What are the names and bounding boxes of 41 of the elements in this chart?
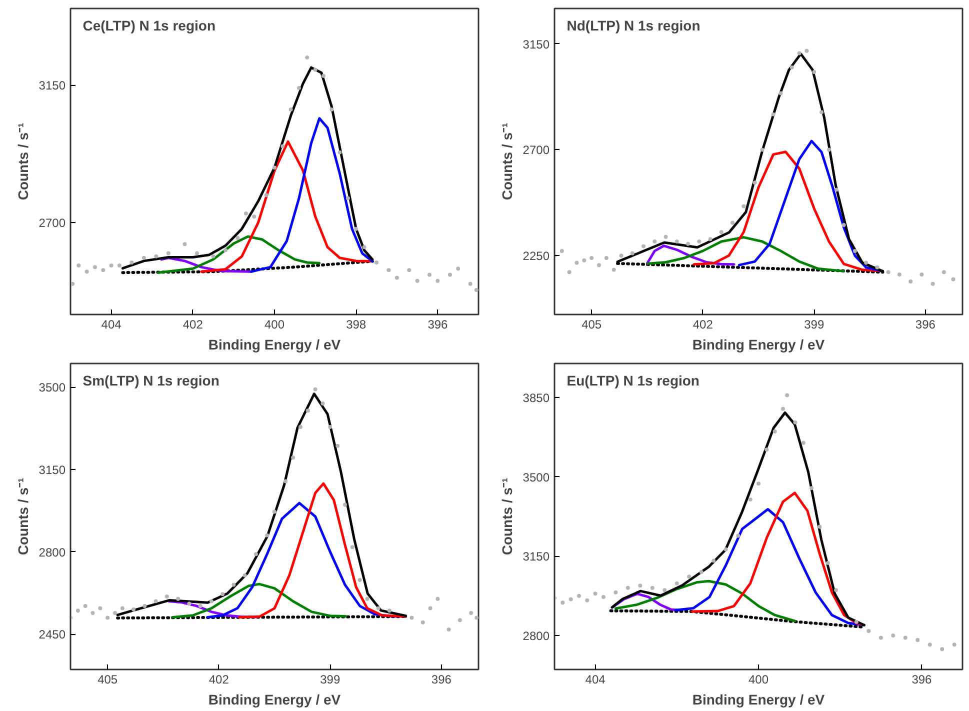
x-tick-label: 400	[748, 672, 769, 686]
x-tick-label: 396	[428, 318, 448, 332]
x-tick-label: 404	[585, 672, 606, 686]
x-tick-label: 399	[804, 318, 824, 332]
y-tick-label: 3850	[522, 391, 550, 405]
y-tick-label: 3150	[522, 550, 550, 564]
text: Eu(LTP) N 1s region	[566, 372, 700, 389]
y-tick-label: 3150	[38, 462, 66, 477]
x-tick-label: 402	[692, 318, 714, 332]
x-tick-label: 399	[320, 672, 340, 686]
y-tick-label: 3500	[522, 470, 550, 484]
x-axis-title: Binding Energy / eV	[692, 336, 826, 352]
x-axis-title: Binding Energy / eV	[208, 692, 342, 708]
x-tick-label: 396	[912, 672, 932, 686]
y-tick-label: 3500	[38, 380, 66, 395]
y-axis-title: Counts / s⁻¹	[14, 122, 31, 200]
x-tick-label: 396	[431, 672, 452, 686]
x-tick-label: 396	[915, 318, 936, 332]
x-tick-label: 398	[346, 318, 366, 332]
y-tick-label: 2450	[38, 628, 66, 642]
x-axis-title: Binding Energy / eV	[692, 692, 826, 708]
y-tick-label: 2800	[38, 545, 66, 560]
y-tick-label: 2700	[522, 143, 550, 158]
text: Ce(LTP) N 1s region	[82, 18, 216, 34]
y-tick-label: 2250	[522, 249, 550, 264]
y-tick-label: 3150	[522, 37, 550, 52]
y-axis-title: Counts / s⁻¹	[498, 477, 515, 556]
y-tick-label: 3150	[38, 78, 66, 92]
x-tick-label: 405	[98, 672, 118, 686]
y-axis-title: Counts / s⁻¹	[14, 477, 31, 556]
x-axis-title: Binding Energy / eV	[208, 336, 342, 352]
y-axis-title: Counts / s⁻¹	[498, 122, 515, 200]
x-tick-label: 402	[208, 672, 230, 686]
y-tick-label: 2800	[522, 629, 550, 643]
x-tick-label: 405	[582, 318, 602, 332]
text: Sm(LTP) N 1s region	[82, 372, 220, 389]
text: Nd(LTP) N 1s region	[566, 18, 700, 34]
x-tick-label: 404	[101, 318, 122, 332]
x-tick-label: 400	[264, 318, 285, 332]
y-tick-label: 2700	[38, 216, 66, 230]
x-tick-label: 402	[182, 318, 204, 332]
